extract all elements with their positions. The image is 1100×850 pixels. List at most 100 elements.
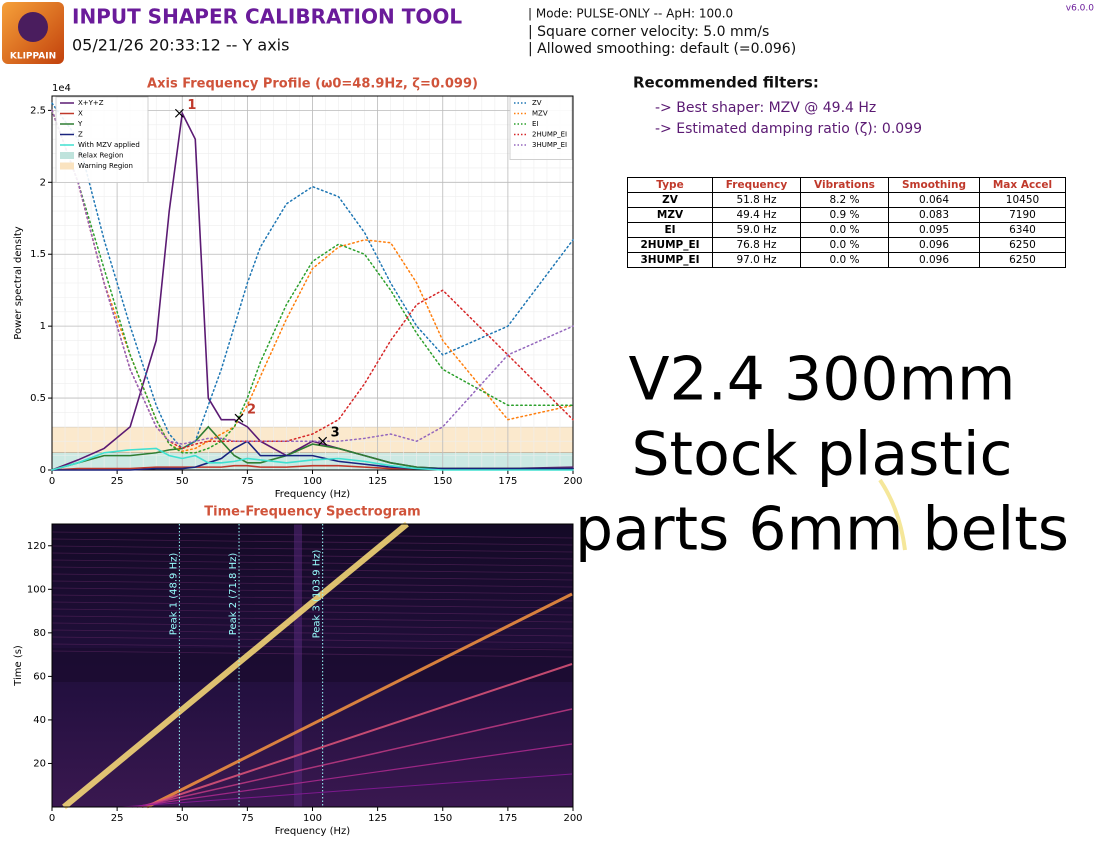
- table-row: ZV 51.8 Hz 8.2 % 0.064 10450: [627, 192, 1066, 208]
- annotation: parts 6mm belts: [575, 495, 1069, 565]
- header-cell: Vibrations: [800, 177, 889, 193]
- cell: 6250: [979, 237, 1066, 253]
- y-tick-label: 20: [33, 758, 46, 769]
- spectrogram-streak: [51, 650, 574, 658]
- x-tick-label: 25: [111, 813, 124, 824]
- x-tick-label: 0: [49, 813, 55, 824]
- spectrogram-streak: [136, 708, 573, 808]
- legend-label: ZV: [532, 99, 542, 107]
- filters-title: Recommended filters:: [633, 74, 819, 92]
- header-cell: Smoothing: [888, 177, 980, 193]
- x-tick-label: 200: [563, 813, 582, 824]
- cell: 0.096: [888, 252, 980, 268]
- annotation: V2.4 300mm: [629, 345, 1016, 415]
- y-tick-label: 2.5: [30, 105, 46, 116]
- filter-line: -> Estimated damping ratio (ζ): 0.099: [655, 121, 922, 137]
- x-tick-label: 75: [241, 813, 254, 824]
- table-header: Type Frequency Vibrations Smoothing Max Acce…: [627, 177, 1066, 193]
- spectrogram-streak: [51, 615, 574, 623]
- cell: 49.4 Hz: [712, 207, 801, 223]
- legend-label: Z: [78, 131, 83, 139]
- y-axis-label: Power spectral density: [13, 226, 24, 339]
- y-tick-label: 100: [27, 584, 46, 595]
- header-cell: Frequency: [712, 177, 801, 193]
- shaper-table: Type Frequency Vibrations Smoothing Max Acce…: [627, 177, 1066, 268]
- legend-label: With MZV applied: [78, 141, 140, 149]
- peak-line-label: Peak 1 (48.9 Hz): [168, 553, 179, 636]
- app-title: INPUT SHAPER CALIBRATION TOOL: [72, 5, 462, 29]
- x-tick-label: 75: [241, 476, 254, 487]
- spectrogram-streak: [51, 566, 574, 574]
- cell: ZV: [627, 192, 713, 208]
- series-line: [51, 109, 574, 453]
- filter-line: -> Best shaper: MZV @ 49.4 Hz: [655, 100, 876, 116]
- peak-line-label: Peak 2 (71.8 Hz): [228, 553, 239, 636]
- legend-swatch: [60, 152, 74, 159]
- x-tick-label: 100: [303, 813, 322, 824]
- x-tick-label: 175: [498, 813, 517, 824]
- x-tick-label: 0: [49, 476, 55, 487]
- legend-label: X: [78, 110, 83, 118]
- cell: EI: [627, 222, 713, 238]
- spectrogram-streak: [146, 592, 573, 809]
- y-tick-label: 0: [40, 465, 46, 476]
- y-tick-label: 1: [40, 321, 46, 332]
- legend-label: Y: [77, 120, 83, 128]
- spectrogram-streak: [51, 545, 574, 553]
- y-tick-label: 40: [33, 715, 46, 726]
- spectrogram-streak: [51, 636, 574, 644]
- highlight-scribble: [878, 478, 907, 551]
- spectrogram-streak: [51, 622, 574, 630]
- cell: 76.8 Hz: [712, 237, 801, 253]
- series-line: [51, 102, 574, 450]
- legend-swatch: [60, 162, 74, 170]
- cell: 0.064: [888, 192, 980, 208]
- spectrogram-streak: [121, 773, 573, 808]
- x-tick-label: 50: [176, 476, 189, 487]
- peak-label: 2: [247, 403, 256, 418]
- spectrogram-streak: [51, 531, 574, 539]
- cell: 0.0 %: [800, 252, 889, 268]
- x-tick-label: 50: [176, 813, 189, 824]
- series-line: [51, 109, 574, 454]
- table-row: MZV 49.4 Hz 0.9 % 0.083 7190: [627, 207, 1066, 223]
- cell: 6340: [979, 222, 1066, 238]
- y-tick-label: 0.5: [30, 393, 46, 404]
- legend-box: [509, 96, 573, 160]
- spectrogram-column: [294, 524, 302, 807]
- y-axis-label: Time (s): [13, 645, 24, 687]
- logo-icon: [18, 12, 48, 42]
- peak-line-label: Peak 3 (103.9 Hz): [312, 549, 323, 638]
- table-row: EI 59.0 Hz 0.0 % 0.095 6340: [627, 222, 1066, 238]
- cell: 7190: [979, 207, 1066, 223]
- legend-label: X+Y+Z: [78, 99, 104, 107]
- cell: 0.083: [888, 207, 980, 223]
- spectrogram-streak: [51, 573, 574, 581]
- x-axis-label: Frequency (Hz): [275, 489, 351, 500]
- cell: 51.8 Hz: [712, 192, 801, 208]
- cell: 0.096: [888, 237, 980, 253]
- y-offset-label: 1e4: [52, 83, 71, 94]
- spectrogram-streak: [51, 580, 574, 588]
- info-line: | Mode: PULSE-ONLY -- ApH: 100.0: [528, 7, 733, 21]
- table-row: 3HUMP_EI 97.0 Hz 0.0 % 0.096 6250: [627, 252, 1066, 268]
- spectrogram-streak: [51, 538, 574, 546]
- annotation: Stock plastic: [631, 420, 1012, 490]
- cell: 10450: [979, 192, 1066, 208]
- chart-title: Time-Frequency Spectrogram: [204, 505, 420, 520]
- cell: 0.0 %: [800, 222, 889, 238]
- x-tick-label: 125: [368, 813, 387, 824]
- x-axis-label: Frequency (Hz): [275, 826, 351, 837]
- spectrogram-streak: [141, 663, 573, 808]
- x-tick-label: 125: [368, 476, 387, 487]
- x-tick-label: 150: [433, 476, 452, 487]
- spectrogram-streak: [51, 629, 574, 637]
- spectrogram-streak: [62, 521, 409, 810]
- cell: 8.2 %: [800, 192, 889, 208]
- plot-frame: [51, 523, 574, 808]
- cell: 0.095: [888, 222, 980, 238]
- cell: 97.0 Hz: [712, 252, 801, 268]
- legend-label: 3HUMP_EI: [532, 141, 567, 149]
- x-tick-label: 150: [433, 813, 452, 824]
- legend-label: Relax Region: [78, 152, 123, 160]
